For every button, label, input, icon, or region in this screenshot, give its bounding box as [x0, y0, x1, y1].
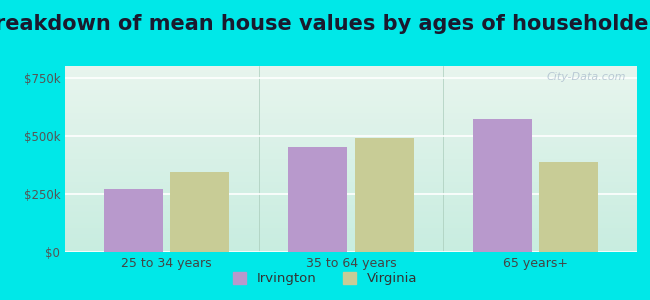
Text: City-Data.com: City-Data.com: [546, 72, 625, 82]
Legend: Irvington, Virginia: Irvington, Virginia: [227, 266, 422, 290]
Bar: [170, 172, 229, 252]
Bar: [355, 138, 414, 252]
Bar: [288, 147, 347, 252]
Text: Breakdown of mean house values by ages of householders: Breakdown of mean house values by ages o…: [0, 14, 650, 34]
Bar: [104, 189, 162, 252]
Bar: [540, 163, 598, 252]
Bar: [473, 119, 532, 252]
